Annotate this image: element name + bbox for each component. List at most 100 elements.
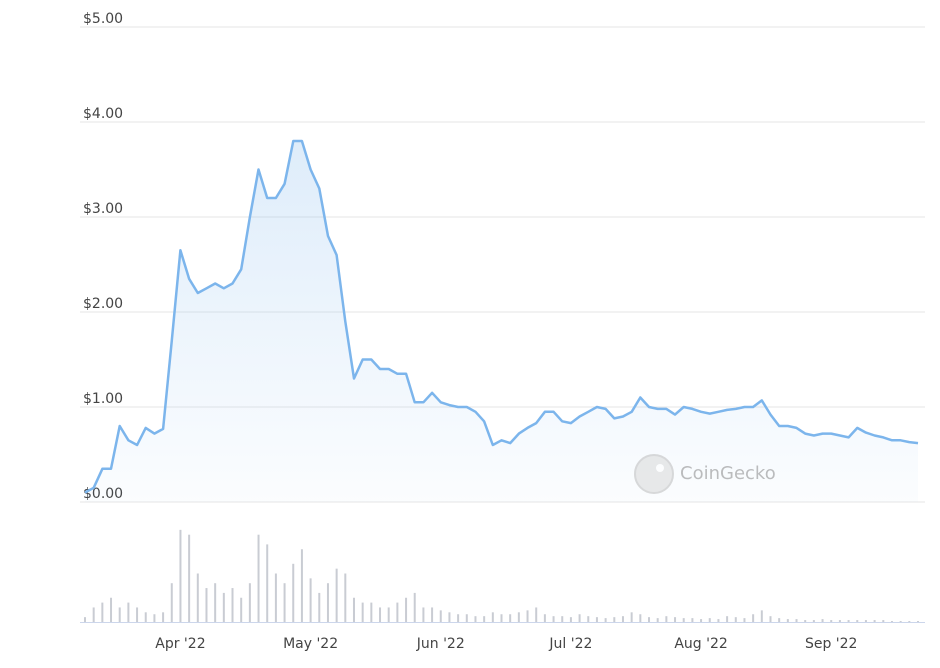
volume-bar: [526, 610, 529, 622]
volume-bar: [179, 529, 182, 622]
volume-bar: [613, 617, 616, 622]
volume-bar: [812, 620, 815, 622]
volume-bar: [491, 612, 494, 622]
volume-bar: [474, 616, 477, 622]
volume-bar: [561, 616, 564, 622]
volume-bar: [535, 607, 538, 622]
volume-bar: [387, 607, 390, 622]
volume-bar: [621, 616, 624, 622]
watermark: CoinGecko: [634, 454, 776, 494]
volume-bar: [847, 620, 850, 622]
volume-bar: [569, 617, 572, 622]
volume-bar: [708, 618, 711, 622]
volume-bar: [431, 607, 434, 622]
volume-bar: [257, 534, 260, 622]
y-tick-label: $5.00: [83, 11, 123, 27]
volume-bar: [188, 534, 191, 622]
volume-bar: [352, 597, 355, 622]
volume-bar: [752, 614, 755, 622]
volume-bar: [127, 602, 130, 622]
volume-bar: [413, 592, 416, 622]
volume-bar: [665, 616, 668, 622]
volume-bar: [552, 616, 555, 622]
volume-bar: [656, 618, 659, 622]
volume-bar: [587, 616, 590, 622]
volume-bar: [483, 616, 486, 622]
volume-bar: [266, 544, 269, 622]
volume-bar: [578, 614, 581, 622]
volume-bar: [274, 573, 277, 622]
volume-bar: [778, 618, 781, 622]
volume-bar: [917, 621, 919, 622]
volume-bar: [743, 618, 746, 622]
watermark-logo-eye: [656, 464, 664, 472]
volume-bar: [326, 583, 329, 622]
volume-bar: [370, 602, 373, 622]
volume-bar: [344, 573, 347, 622]
volume-bar: [144, 612, 147, 622]
volume-bar: [153, 614, 156, 622]
volume-bar: [691, 618, 694, 622]
volume-bar: [760, 610, 763, 622]
volume-bar: [101, 602, 104, 622]
volume-bar: [595, 617, 598, 622]
volume-bar: [604, 618, 607, 622]
volume-bar: [786, 619, 789, 622]
volume-bar: [283, 583, 286, 622]
volume-bar: [509, 614, 512, 622]
volume-bar: [769, 616, 772, 622]
volume-bar: [830, 620, 833, 622]
y-tick-label: $4.00: [83, 106, 123, 122]
volume-bar: [110, 597, 113, 622]
y-tick-label: $1.00: [83, 391, 123, 407]
volume-bar: [240, 597, 243, 622]
volume-bar: [214, 583, 217, 622]
volume-bar: [682, 618, 685, 622]
volume-bar: [231, 588, 234, 622]
volume-bar: [908, 621, 911, 622]
volume-bar: [630, 612, 633, 622]
x-tick-label: May '22: [283, 636, 338, 652]
volume-bar: [439, 610, 442, 622]
volume-bar: [899, 621, 902, 622]
volume-bar: [448, 612, 451, 622]
volume-bar: [882, 620, 885, 622]
volume-bar: [717, 619, 720, 622]
volume-bar: [248, 583, 251, 622]
x-tick-label: Jun '22: [416, 636, 465, 652]
volume-bar: [648, 617, 651, 622]
volume-bar: [396, 602, 399, 622]
volume-bar: [457, 614, 460, 622]
volume-bar: [864, 620, 867, 622]
volume-bar: [292, 563, 295, 622]
volume-bar: [795, 619, 798, 622]
y-tick-label: $3.00: [83, 201, 123, 217]
volume-bar: [84, 617, 86, 622]
watermark-logo: [634, 454, 674, 494]
volume-bar: [517, 612, 520, 622]
y-tick-label: $2.00: [83, 296, 123, 312]
volume-bar: [92, 607, 95, 622]
volume-bar: [222, 592, 225, 622]
volume-bar: [639, 614, 642, 622]
volume-bar: [804, 620, 807, 622]
x-tick-label: Apr '22: [155, 636, 205, 652]
volume-bar: [205, 588, 208, 622]
watermark-text: CoinGecko: [680, 463, 776, 484]
x-tick-label: Jul '22: [548, 636, 592, 652]
volume-bar: [422, 607, 425, 622]
volume-bar: [361, 602, 364, 622]
volume-bar: [500, 614, 503, 622]
volume-bar: [309, 578, 312, 622]
x-tick-label: Sep '22: [805, 636, 858, 652]
volume-bar: [838, 620, 841, 622]
volume-bar: [318, 592, 321, 622]
volume-bar: [856, 620, 859, 622]
volume-bar: [136, 607, 139, 622]
volume-bar: [674, 617, 677, 622]
volume-bar: [118, 607, 121, 622]
volume-bar: [405, 597, 408, 622]
volume-bar: [196, 573, 199, 622]
volume-bar: [170, 583, 173, 622]
